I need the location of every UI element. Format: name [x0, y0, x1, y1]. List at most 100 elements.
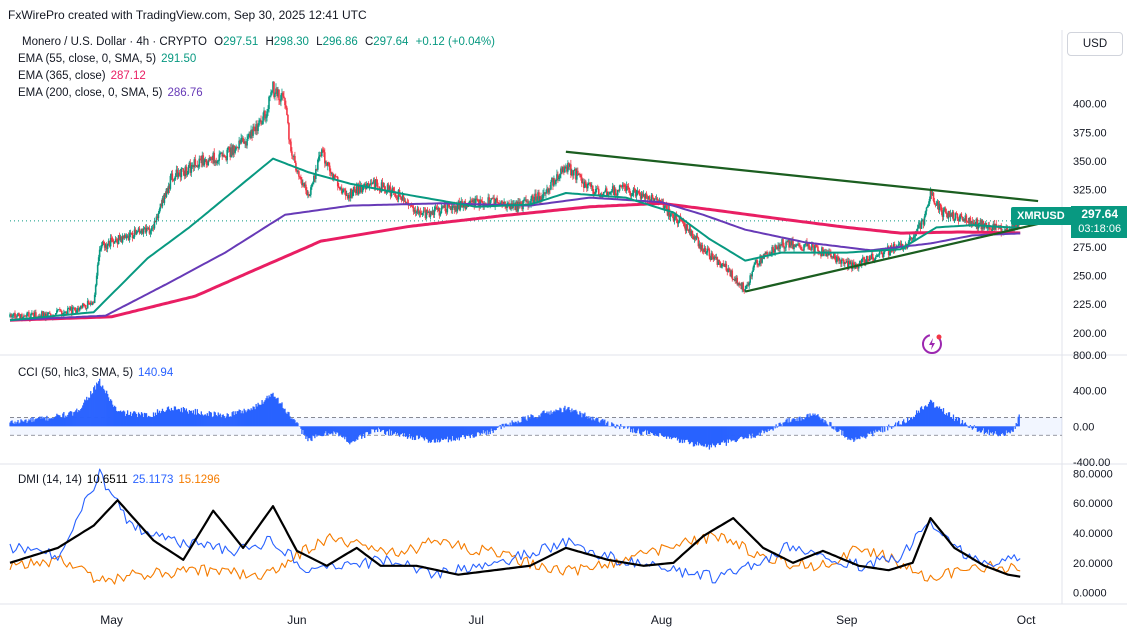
cci-column: [1011, 426, 1013, 432]
candle-body: [552, 177, 554, 186]
cci-column: [46, 415, 48, 427]
candle-body: [312, 182, 314, 185]
cci-column: [776, 426, 778, 428]
cci-column: [634, 426, 636, 433]
candle-body: [495, 198, 497, 202]
candle-body: [14, 312, 16, 317]
cci-column: [189, 410, 192, 427]
cci-column: [804, 417, 806, 427]
cci-column: [864, 426, 866, 438]
candle-body: [944, 208, 947, 213]
cci-column: [653, 426, 656, 436]
candle-body: [448, 204, 451, 207]
cci-column: [888, 424, 890, 427]
candle-body: [831, 256, 833, 258]
candle-body: [208, 159, 211, 161]
candle-body: [189, 162, 192, 173]
candle-body: [293, 156, 295, 157]
cci-column: [304, 426, 306, 435]
cci-column: [31, 422, 33, 427]
candle-body: [88, 304, 91, 305]
candle-body: [182, 168, 185, 172]
candle-body: [351, 191, 354, 197]
cci-column: [416, 426, 419, 436]
candle-body: [579, 173, 581, 176]
cci-column: [76, 408, 78, 427]
candle-body: [951, 212, 954, 217]
candle-body: [473, 199, 476, 207]
cci-column: [405, 426, 408, 437]
candle-body: [10, 314, 12, 317]
cci-column: [400, 426, 403, 435]
cci-column: [246, 410, 248, 427]
cci-column: [57, 414, 59, 427]
candle-body: [493, 197, 495, 207]
candle-body: [291, 151, 293, 156]
candle-body: [839, 259, 841, 261]
cci-column: [958, 417, 961, 427]
cci-column: [564, 405, 566, 427]
cci-column: [419, 426, 422, 436]
cci-column: [48, 418, 50, 427]
cci-column: [792, 418, 794, 427]
ema55-line: [9, 157, 1021, 322]
cci-column: [878, 426, 880, 430]
candle-body: [798, 243, 800, 247]
candle-body: [74, 309, 77, 313]
candle-body: [787, 240, 789, 242]
cci-column: [571, 408, 573, 427]
cci-column: [334, 426, 336, 433]
cci-column: [794, 419, 796, 427]
cci-column: [519, 422, 521, 427]
candle-body: [275, 88, 277, 94]
candle-body: [939, 203, 942, 207]
cci-column: [469, 426, 471, 439]
adx-line: [9, 499, 1021, 578]
candle-body: [12, 315, 14, 317]
cci-column: [825, 421, 827, 427]
cci-column: [168, 409, 171, 427]
candle-body: [523, 199, 525, 201]
cci-column: [278, 403, 280, 427]
cci-column: [85, 400, 87, 427]
cci-column: [39, 416, 41, 427]
time-tick-label: Aug: [651, 613, 672, 627]
candle-body: [418, 211, 421, 214]
candle-body: [60, 309, 62, 311]
cci-column: [788, 417, 790, 427]
cci-column: [113, 406, 115, 427]
cci-column: [957, 417, 960, 427]
candle-body: [337, 186, 340, 188]
cci-column: [515, 421, 517, 427]
replay-icon[interactable]: [919, 331, 945, 357]
candle-body: [835, 258, 837, 263]
cci-column: [732, 426, 734, 441]
cci-column: [554, 411, 556, 427]
cci-column: [130, 416, 133, 427]
candle-body: [125, 236, 128, 239]
cci-column: [959, 424, 962, 427]
candle-body: [92, 302, 95, 304]
candle-body: [34, 312, 36, 318]
currency-button[interactable]: USD: [1067, 32, 1123, 56]
candle-body: [837, 256, 839, 258]
cci-column: [331, 426, 333, 434]
cci-column: [852, 426, 854, 440]
cci-column: [119, 410, 122, 427]
cci-column: [40, 418, 42, 427]
candle-body: [390, 191, 393, 197]
candle-body: [613, 189, 616, 196]
candle-body: [546, 188, 548, 193]
cci-column: [403, 426, 406, 434]
cci-column: [898, 420, 900, 427]
cci-column: [736, 426, 738, 441]
cci-column: [241, 410, 243, 427]
cci-column: [308, 426, 310, 439]
candle-body: [282, 93, 284, 97]
cci-column: [280, 403, 282, 427]
cci-column: [811, 415, 813, 427]
cci-column: [474, 426, 476, 437]
cci-column: [475, 426, 477, 437]
cci-column: [509, 422, 511, 427]
